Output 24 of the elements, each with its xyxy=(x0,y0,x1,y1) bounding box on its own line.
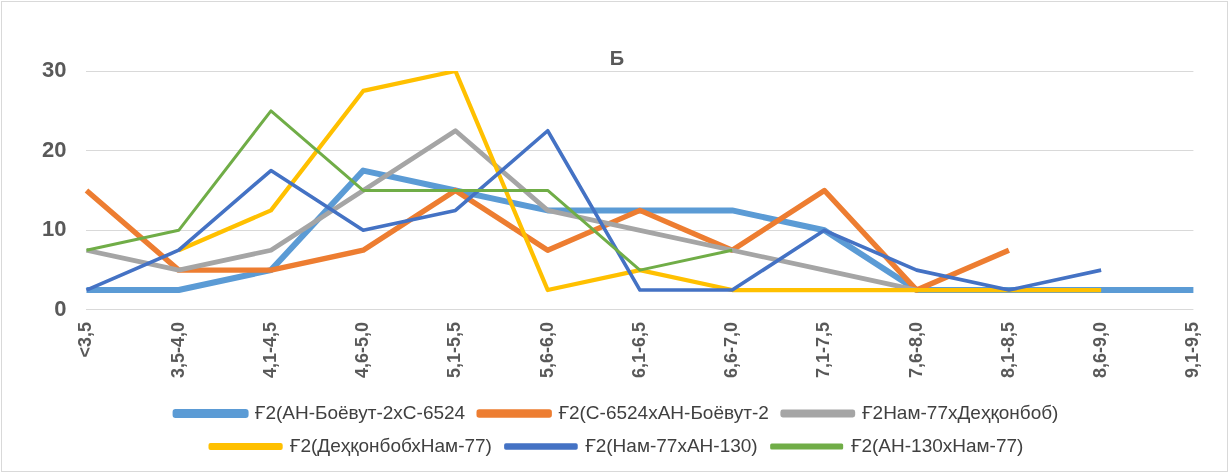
x-tick-label: 7,1-7,5 xyxy=(813,321,834,379)
x-tick-label: 4,6-5,0 xyxy=(352,321,373,379)
x-tick-label: 9,1-9,5 xyxy=(1182,321,1203,379)
y-tick-label: 10 xyxy=(41,216,67,242)
chart-title: Б xyxy=(609,46,625,69)
legend-label: Ғ2(АН-Боёвут-2хС-6524 xyxy=(254,401,466,423)
y-tick-label: 20 xyxy=(41,136,67,162)
x-tick-label: <3,5 xyxy=(75,321,96,358)
y-tick-label: 0 xyxy=(54,296,67,322)
legend-label: Ғ2(АН-130хНам-77) xyxy=(850,434,1024,456)
x-tick-label: 5,6-6,0 xyxy=(536,321,557,379)
x-tick-label: 3,5-4,0 xyxy=(167,321,188,379)
x-tick-label: 7,6-8,0 xyxy=(905,321,926,379)
y-tick-label: 30 xyxy=(41,57,67,83)
x-tick-label: 6,1-6,5 xyxy=(628,321,649,379)
legend-label: Ғ2(ДеҳқонбобхНам-77) xyxy=(289,434,492,456)
x-tick-label: 8,6-9,0 xyxy=(1090,321,1111,379)
x-tick-label: 5,1-5,5 xyxy=(444,321,465,379)
legend-label: Ғ2(С-6524хАН-Боёвут-2 xyxy=(557,401,769,423)
legend-label: Ғ2Нам-77хДеҳқонбоб) xyxy=(861,401,1059,423)
x-tick-label: 4,1-4,5 xyxy=(259,321,280,379)
legend-label: Ғ2(Нам-77хАН-130) xyxy=(584,434,758,456)
x-tick-label: 6,6-7,0 xyxy=(721,321,742,379)
x-tick-label: 8,1-8,5 xyxy=(997,321,1018,379)
